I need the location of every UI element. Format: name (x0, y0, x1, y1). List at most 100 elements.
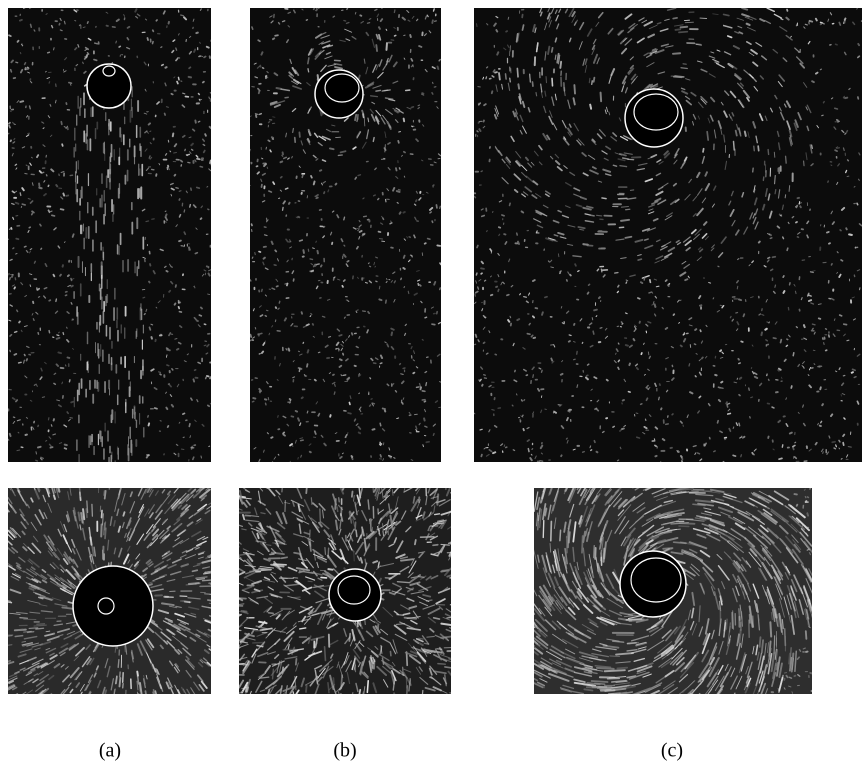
particle (177, 349, 179, 350)
particle (508, 320, 509, 322)
particle (127, 38, 128, 40)
particle (30, 249, 31, 250)
particle (590, 346, 592, 347)
particle (399, 168, 400, 169)
particle (786, 398, 787, 400)
particle (481, 273, 482, 274)
particle (368, 118, 369, 122)
particle (184, 232, 185, 234)
particle (34, 261, 35, 263)
particle (357, 228, 360, 229)
particle (375, 266, 376, 267)
particle (365, 559, 366, 563)
particle (337, 215, 338, 218)
particle (844, 418, 845, 419)
particle (617, 291, 618, 292)
particle (780, 215, 781, 216)
particle (675, 29, 680, 30)
particle (356, 347, 358, 348)
particle (373, 561, 377, 562)
particle (416, 200, 417, 201)
particle (293, 377, 295, 378)
particle (283, 207, 284, 210)
particle (796, 222, 797, 223)
particle (527, 334, 530, 335)
particle (22, 204, 25, 205)
particle (379, 299, 381, 300)
particle (358, 175, 360, 176)
particle (727, 405, 728, 407)
particle (718, 387, 720, 388)
particle (709, 404, 710, 406)
particle (10, 335, 11, 336)
particle (57, 335, 59, 336)
particle (837, 252, 838, 253)
particle (649, 356, 650, 358)
particle (391, 329, 393, 330)
particle (545, 91, 546, 96)
particle (513, 450, 514, 451)
particle (314, 8, 315, 9)
particle (411, 59, 412, 61)
particle (476, 292, 478, 293)
particle (208, 405, 209, 406)
particle (437, 494, 438, 504)
particle (205, 594, 214, 595)
particle (809, 295, 811, 296)
particle (380, 363, 382, 364)
particle (594, 78, 595, 82)
particle (425, 426, 427, 427)
particle (620, 166, 627, 167)
particle (12, 275, 13, 277)
particle (348, 413, 351, 414)
particle (266, 484, 268, 488)
particle (499, 73, 500, 79)
particle (277, 88, 281, 89)
particle (156, 20, 157, 21)
particle (344, 217, 345, 220)
particle (700, 330, 701, 331)
particle (42, 397, 44, 398)
particle (508, 17, 509, 19)
particle (172, 369, 173, 370)
particle (381, 7, 382, 8)
particle (728, 403, 730, 404)
particle (283, 435, 285, 436)
particle (505, 242, 506, 244)
particle (422, 339, 423, 340)
particle (482, 216, 484, 217)
particle (548, 47, 549, 54)
particle (554, 412, 556, 413)
particle (281, 162, 283, 163)
particle (278, 308, 279, 309)
particle (59, 405, 61, 406)
particle (272, 288, 275, 289)
particle (637, 368, 638, 369)
particle (482, 262, 483, 264)
particle (552, 48, 553, 52)
particle (733, 455, 735, 456)
particle (790, 283, 791, 285)
particle (653, 302, 654, 304)
particle (21, 206, 22, 207)
particle (626, 280, 628, 281)
particle (420, 285, 421, 286)
particle (79, 485, 80, 496)
particle (179, 191, 181, 192)
particle (518, 242, 519, 244)
particle (257, 645, 263, 646)
particle (437, 312, 438, 314)
particle (699, 296, 700, 298)
particle (765, 329, 766, 330)
particle (533, 280, 535, 281)
particle (809, 385, 811, 387)
particle (739, 32, 742, 33)
particle (560, 62, 561, 68)
particle (839, 448, 840, 449)
particle (854, 377, 856, 378)
particle (634, 339, 635, 340)
particle (734, 141, 735, 149)
particle (683, 334, 684, 335)
particle (617, 349, 618, 351)
particle (486, 77, 487, 79)
